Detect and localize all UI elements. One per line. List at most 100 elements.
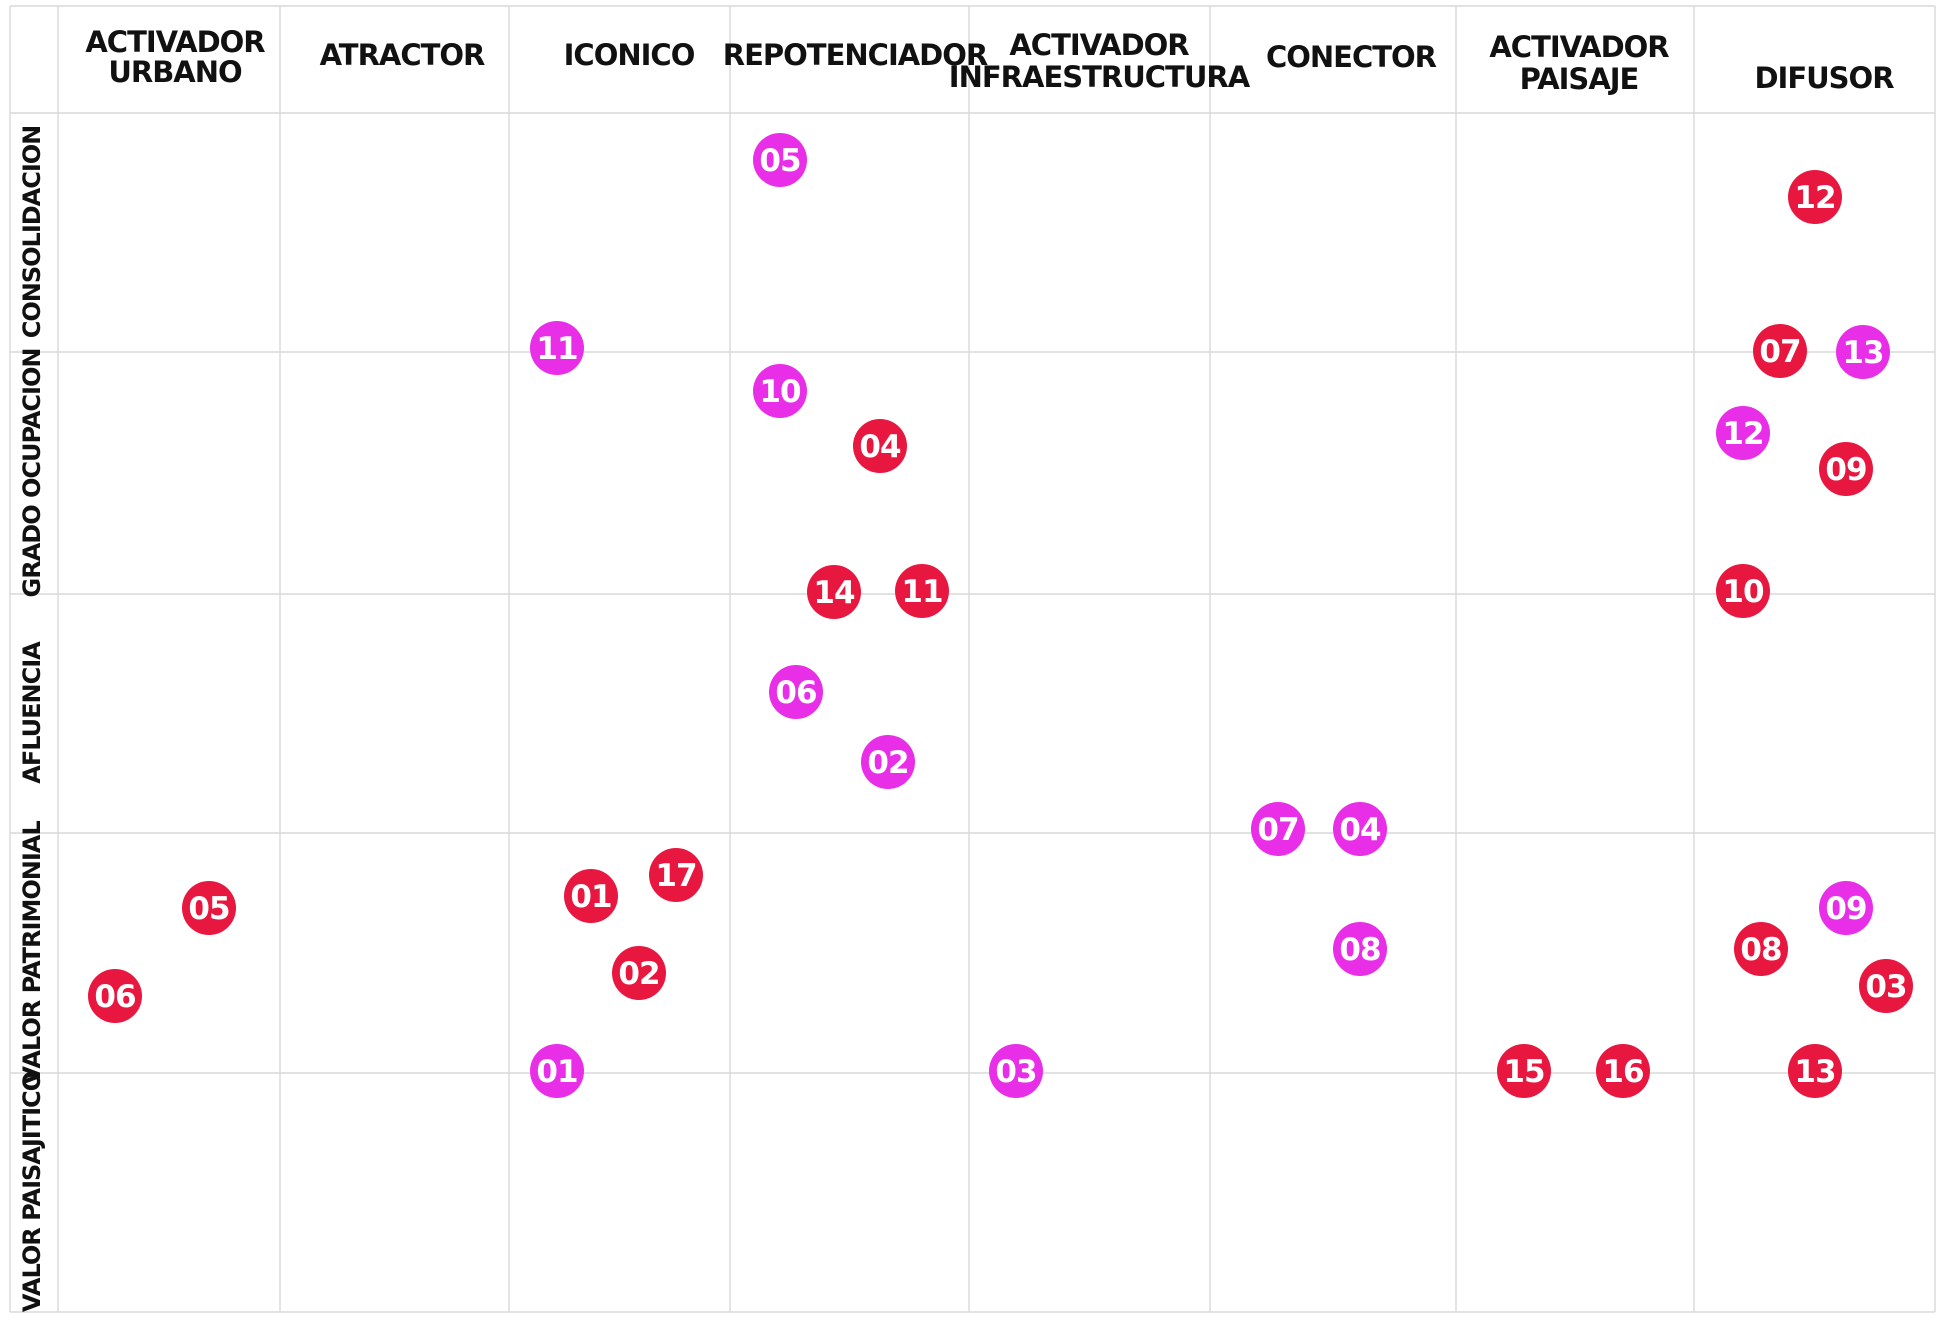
marker-label: 08 <box>1740 932 1781 968</box>
marker-red-08: 08 <box>1734 922 1788 976</box>
marker-circle <box>753 364 807 418</box>
marker-label: 02 <box>867 745 908 781</box>
marker-magenta-02: 02 <box>861 735 915 789</box>
marker-circle <box>853 419 907 473</box>
row-header: CONSOLIDACION <box>18 126 46 339</box>
marker-circle <box>1753 324 1807 378</box>
marker-circle <box>1596 1044 1650 1098</box>
marker-magenta-05: 05 <box>753 133 807 187</box>
column-header: ACTIVADOR INFRAESTRUCTURA <box>949 28 1251 94</box>
marker-circle <box>1836 325 1890 379</box>
marker-label: 01 <box>536 1054 577 1090</box>
column-header: ACTIVADOR PAISAJE <box>1489 30 1669 96</box>
marker-circle <box>564 869 618 923</box>
row-headers: CONSOLIDACION GRADO OCUPACION AFLUENCIA VAL… <box>18 126 46 1312</box>
marker-red-06: 06 <box>88 969 142 1023</box>
marker-circle <box>1819 881 1873 935</box>
marker-circle <box>1716 564 1770 618</box>
marker-circle <box>88 969 142 1023</box>
marker-circle <box>807 565 861 619</box>
marker-circle <box>1333 922 1387 976</box>
marker-label: 05 <box>188 891 229 927</box>
marker-red-14: 14 <box>807 565 861 619</box>
marker-label: 08 <box>1339 932 1380 968</box>
marker-circle <box>530 1044 584 1098</box>
marker-circle <box>1716 406 1770 460</box>
marker-red-07: 07 <box>1753 324 1807 378</box>
marker-label: 06 <box>775 675 816 711</box>
marker-circle <box>895 564 949 618</box>
marker-red-16: 16 <box>1596 1044 1650 1098</box>
row-header: VALOR PAISAJITICO <box>18 1071 46 1312</box>
marker-magenta-07: 07 <box>1251 802 1305 856</box>
matrix-grid <box>9 5 1936 1313</box>
marker-circle <box>1734 922 1788 976</box>
marker-label: 11 <box>536 331 577 367</box>
marker-label: 07 <box>1759 334 1800 370</box>
marker-magenta-06: 06 <box>769 665 823 719</box>
marker-label: 16 <box>1602 1054 1643 1090</box>
marker-magenta-04: 04 <box>1333 802 1387 856</box>
marker-label: 04 <box>1339 812 1381 848</box>
marker-label: 07 <box>1257 812 1298 848</box>
marker-magenta-08: 08 <box>1333 922 1387 976</box>
marker-label: 13 <box>1794 1054 1835 1090</box>
marker-label: 13 <box>1842 335 1883 371</box>
marker-circle <box>182 881 236 935</box>
marker-circle <box>1251 802 1305 856</box>
marker-red-05: 05 <box>182 881 236 935</box>
marker-label: 14 <box>813 575 855 611</box>
marker-circle <box>649 848 703 902</box>
marker-circle <box>1497 1044 1551 1098</box>
marker-circle <box>1788 170 1842 224</box>
marker-label: 12 <box>1794 180 1835 216</box>
marker-label: 15 <box>1503 1054 1544 1090</box>
marker-magenta-13: 13 <box>1836 325 1890 379</box>
marker-label: 09 <box>1825 891 1866 927</box>
marker-circle <box>1859 959 1913 1013</box>
marker-red-17: 17 <box>649 848 703 902</box>
marker-label: 02 <box>618 956 659 992</box>
marker-label: 03 <box>995 1054 1036 1090</box>
marker-red-13: 13 <box>1788 1044 1842 1098</box>
marker-red-09: 09 <box>1819 442 1873 496</box>
marker-label: 10 <box>1722 574 1764 610</box>
marker-red-02: 02 <box>612 946 666 1000</box>
marker-magenta-09: 09 <box>1819 881 1873 935</box>
marker-label: 06 <box>94 979 135 1015</box>
marker-red-04: 04 <box>853 419 907 473</box>
column-headers: ACTIVADOR URBANO ATRACTOR ICONICO REPOTENCIA… <box>85 25 1895 96</box>
marker-circle <box>1788 1044 1842 1098</box>
marker-magenta-01: 01 <box>530 1044 584 1098</box>
marker-magenta-11: 11 <box>530 321 584 375</box>
marker-magenta-10: 10 <box>753 364 807 418</box>
marker-circle <box>769 665 823 719</box>
marker-label: 12 <box>1722 416 1763 452</box>
marker-red-01: 01 <box>564 869 618 923</box>
marker-label: 04 <box>859 429 901 465</box>
marker-red-15: 15 <box>1497 1044 1551 1098</box>
marker-circle <box>989 1044 1043 1098</box>
marker-label: 17 <box>655 858 696 894</box>
row-header: GRADO OCUPACION <box>18 349 46 598</box>
marker-circle <box>612 946 666 1000</box>
marker-circle <box>530 321 584 375</box>
marker-circle <box>861 735 915 789</box>
marker-red-11: 11 <box>895 564 949 618</box>
marker-red-03: 03 <box>1859 959 1913 1013</box>
column-header: ICONICO <box>564 38 695 72</box>
marker-circle <box>1333 802 1387 856</box>
marker-label: 05 <box>759 143 800 179</box>
row-header: VALOR PATRIMONIAL <box>18 821 46 1085</box>
marker-label: 03 <box>1865 969 1906 1005</box>
marker-label: 11 <box>901 574 942 610</box>
marker-circle <box>1819 442 1873 496</box>
marker-magenta-12: 12 <box>1716 406 1770 460</box>
marker-red-10: 10 <box>1716 564 1770 618</box>
marker-label: 10 <box>759 374 801 410</box>
row-header: AFLUENCIA <box>18 641 46 784</box>
markers: 05 12 11 07 13 10 04 12 09 14 11 10 06 02 07 04 05 01 17 09… <box>88 133 1913 1098</box>
marker-label: 09 <box>1825 452 1866 488</box>
column-header: DIFUSOR <box>1754 61 1894 95</box>
